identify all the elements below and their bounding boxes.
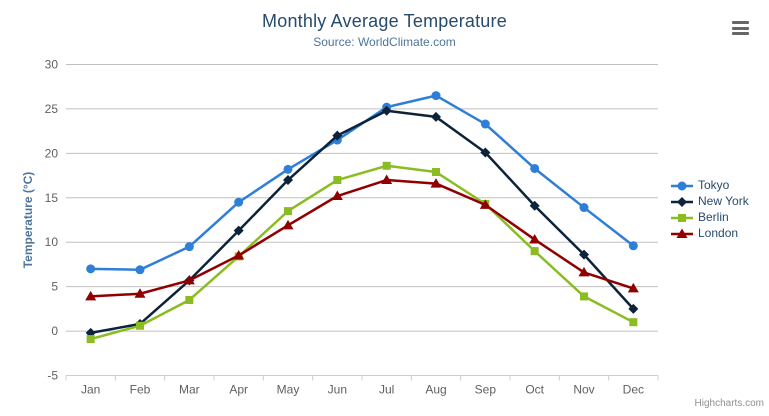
series-london-triangle-marker-icon[interactable]	[479, 199, 491, 209]
x-axis-label: Jan	[81, 383, 100, 397]
y-axis-label: -5	[47, 369, 58, 383]
legend-marker-london	[671, 228, 693, 238]
legend: Tokyo New York Berlin London	[671, 179, 749, 240]
series-tokyo-circle-marker-icon[interactable]	[579, 203, 589, 213]
y-axis-label: 5	[51, 280, 58, 294]
series-london-triangle-marker-icon[interactable]	[331, 190, 343, 201]
legend-item-new-york[interactable]: New York	[671, 195, 749, 208]
series-new-york-diamond-marker-icon[interactable]	[381, 105, 392, 116]
x-axis-label: Nov	[573, 383, 594, 397]
legend-berlin-square-marker-icon[interactable]	[678, 213, 686, 222]
series-new-york-diamond-marker-icon[interactable]	[332, 130, 343, 141]
legend-tokyo-circle-marker-icon[interactable]	[677, 181, 687, 190]
y-axis-label: 20	[45, 146, 59, 160]
hamburger-menu-icon	[732, 21, 749, 24]
series-tokyo-circle-marker-icon[interactable]	[530, 163, 540, 173]
y-axis-label: 30	[45, 58, 59, 72]
y-axis-label: 0	[51, 324, 58, 338]
series-berlin-square-marker-icon[interactable]	[333, 176, 342, 185]
hamburger-menu-icon	[732, 32, 749, 35]
series-berlin-square-marker-icon[interactable]	[86, 335, 95, 344]
series-london-triangle-marker-icon[interactable]	[85, 290, 97, 301]
legend-marker-tokyo	[671, 181, 693, 190]
series-new-york-diamond-marker-icon[interactable]	[628, 303, 639, 314]
legend-label-berlin: Berlin	[698, 210, 729, 224]
x-axis-label: Mar	[179, 383, 200, 397]
series-tokyo-circle-marker-icon[interactable]	[135, 265, 145, 275]
series-tokyo-circle-marker-icon[interactable]	[184, 242, 194, 252]
series-new-york-diamond-marker-icon[interactable]	[579, 249, 589, 260]
series-london-triangle-marker-icon[interactable]	[282, 219, 294, 230]
series-berlin-square-marker-icon[interactable]	[580, 292, 588, 301]
series-tokyo-circle-marker-icon[interactable]	[86, 264, 96, 274]
series-tokyo-circle-marker-icon[interactable]	[234, 197, 244, 207]
series-london-triangle-marker-icon[interactable]	[627, 282, 639, 293]
y-axis-label: 15	[45, 191, 59, 205]
series-berlin-square-marker-icon[interactable]	[432, 168, 440, 177]
y-axis-title: Temperature (°C)	[21, 171, 35, 269]
legend-marker-berlin	[671, 213, 693, 222]
hamburger-menu-icon	[732, 26, 749, 30]
legend-item-tokyo[interactable]: Tokyo	[671, 179, 749, 192]
series-berlin-square-marker-icon[interactable]	[629, 318, 638, 327]
series-line-new-york[interactable]	[89, 109, 635, 335]
x-axis-label: Oct	[525, 383, 544, 397]
series-london-triangle-marker-icon[interactable]	[233, 250, 245, 260]
series-london-triangle-marker-icon[interactable]	[381, 174, 393, 185]
x-axis-label: Jun	[328, 383, 347, 397]
x-axis-label: Sep	[475, 383, 497, 397]
series-london-triangle-marker-icon[interactable]	[578, 266, 590, 277]
series-tokyo-circle-marker-icon[interactable]	[480, 119, 490, 129]
series-tokyo-circle-marker-icon[interactable]	[628, 241, 638, 251]
series-new-york-diamond-marker-icon[interactable]	[529, 200, 540, 211]
series-berlin-square-marker-icon[interactable]	[382, 161, 391, 170]
x-axis-label: Feb	[130, 383, 151, 397]
series-line-berlin[interactable]	[89, 164, 635, 341]
x-axis-label: Aug	[425, 383, 446, 397]
series-london-triangle-marker-icon[interactable]	[134, 288, 146, 298]
x-axis-label: Dec	[623, 383, 644, 397]
series-berlin-square-marker-icon[interactable]	[185, 295, 194, 304]
series-berlin-square-marker-icon[interactable]	[284, 207, 292, 216]
series-new-york-diamond-marker-icon[interactable]	[480, 147, 491, 158]
x-axis-label: May	[277, 383, 300, 397]
series-berlin-square-marker-icon[interactable]	[530, 247, 539, 256]
legend-marker-new-york	[671, 196, 693, 207]
chart-subtitle: Source: WorldClimate.com	[313, 35, 456, 49]
legend-item-london[interactable]: London	[671, 227, 749, 240]
series-line-tokyo[interactable]	[89, 94, 635, 272]
x-axis-label: Jul	[379, 383, 394, 397]
series-line-london[interactable]	[89, 178, 635, 298]
series-new-york-diamond-marker-icon[interactable]	[283, 175, 293, 186]
legend-label-tokyo: Tokyo	[698, 178, 730, 192]
legend-item-berlin[interactable]: Berlin	[671, 211, 749, 224]
series-berlin-square-marker-icon[interactable]	[136, 321, 144, 330]
series-tokyo-circle-marker-icon[interactable]	[283, 164, 293, 174]
y-axis-label: 10	[45, 235, 59, 249]
y-axis-label: 25	[45, 102, 59, 116]
x-axis-label: Apr	[229, 383, 248, 397]
legend-label-new-york: New York	[698, 194, 749, 208]
series-new-york-diamond-marker-icon[interactable]	[233, 225, 244, 236]
series-london-triangle-marker-icon[interactable]	[529, 234, 541, 244]
legend-new-york-diamond-marker-icon[interactable]	[677, 196, 687, 207]
series-new-york-diamond-marker-icon[interactable]	[431, 111, 441, 122]
series-tokyo-circle-marker-icon[interactable]	[431, 91, 441, 101]
credits-link[interactable]: Highcharts.com	[694, 398, 764, 409]
chart-title: Monthly Average Temperature	[262, 11, 507, 31]
legend-london-triangle-marker-icon[interactable]	[676, 228, 688, 238]
series-london-triangle-marker-icon[interactable]	[430, 178, 442, 188]
export-menu-button[interactable]	[732, 21, 749, 35]
legend-label-london: London	[698, 226, 739, 240]
series-london-triangle-marker-icon[interactable]	[183, 274, 195, 285]
